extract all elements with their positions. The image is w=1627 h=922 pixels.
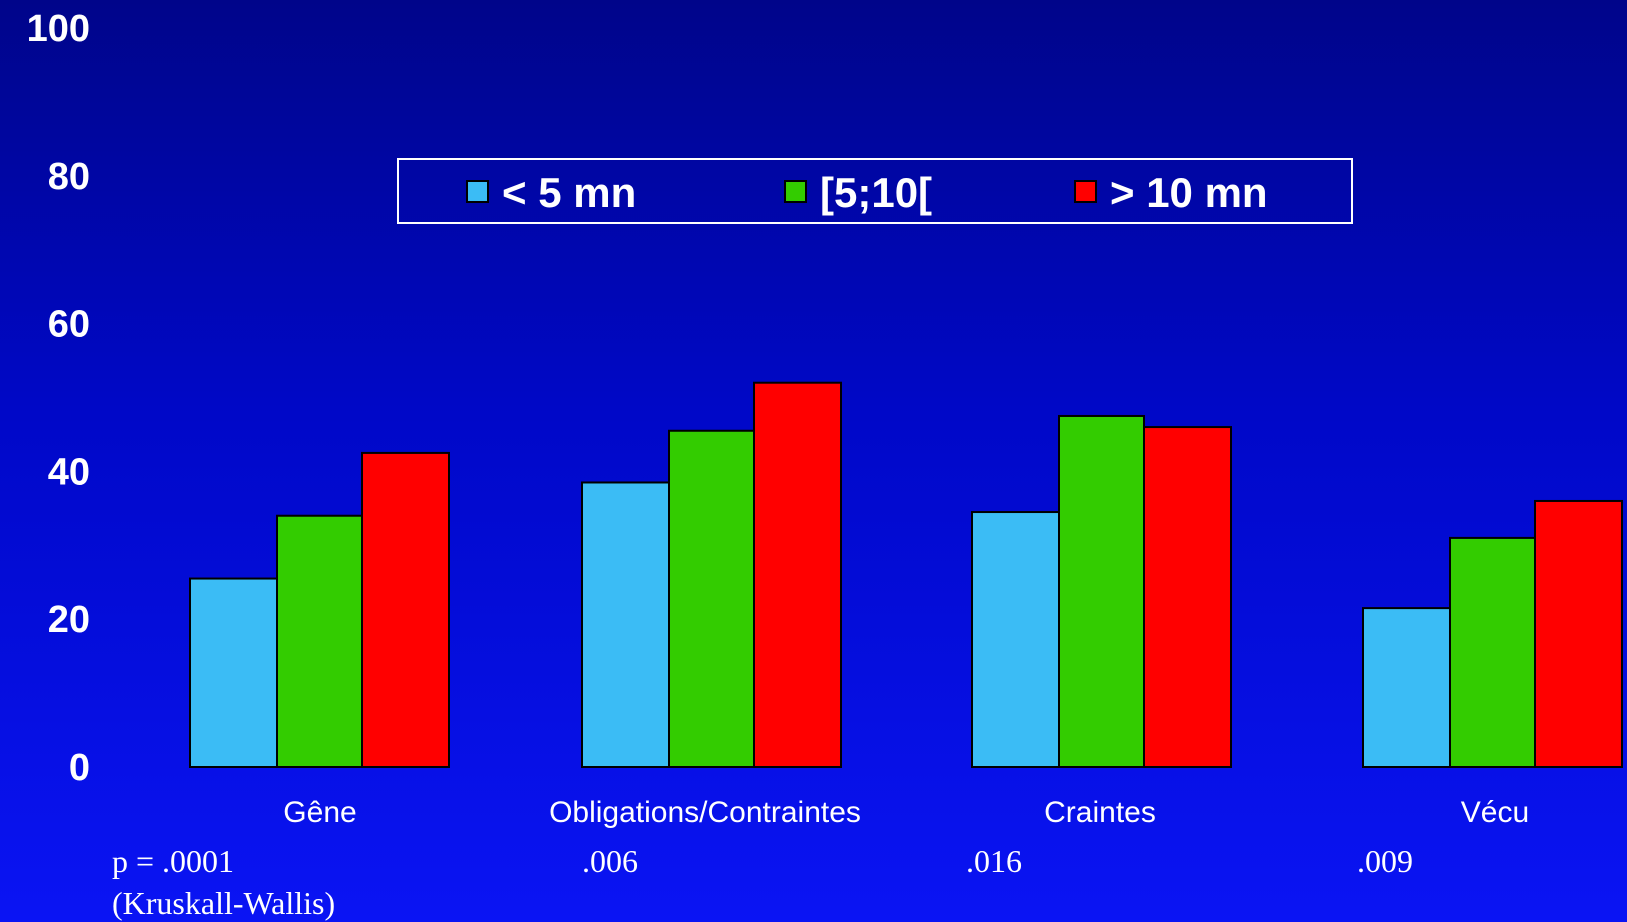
bar-obligations-contraintes-5-10 (668, 429, 755, 768)
p-value-4: .009 (1357, 843, 1413, 879)
y-tick-label-0: 0 (69, 747, 90, 789)
p-value-3: .016 (966, 843, 1022, 879)
bar-vecu-10-mn (1534, 499, 1623, 768)
legend-swatch-5-mn (466, 180, 489, 203)
x-label-gene: Gêne (283, 796, 356, 829)
y-tick-label-20: 20 (48, 599, 90, 641)
y-tick-label-100: 100 (27, 8, 90, 50)
y-tick-label-60: 60 (48, 304, 90, 346)
legend-label-10-mn: > 10 mn (1110, 169, 1268, 216)
legend-swatch-5-10 (784, 180, 807, 203)
bar-obligations-contraintes-5-mn (581, 481, 670, 768)
bar-craintes-10-mn (1143, 426, 1232, 768)
y-tick-label-40: 40 (48, 451, 90, 493)
bar-gene-10-mn (361, 451, 450, 768)
bar-vecu-5-mn (1362, 607, 1451, 768)
legend: < 5 mn [5;10[ > 10 mn (397, 158, 1353, 224)
legend-swatch-10-mn (1074, 180, 1097, 203)
x-axis-labels: Gêne Obligations/Contraintes Craintes Vécu (283, 796, 1529, 829)
x-label-vecu: Vécu (1461, 796, 1529, 829)
legend-box (397, 158, 1353, 224)
bars (189, 381, 1623, 768)
legend-label-5-mn: < 5 mn (502, 169, 636, 216)
x-label-craintes: Craintes (1044, 796, 1156, 829)
p-value-1: p = .0001 (112, 843, 234, 879)
bar-vecu-5-10 (1449, 536, 1536, 768)
test-note: (Kruskall-Wallis) (112, 885, 335, 921)
y-axis: 0 20 40 60 80 100 (27, 8, 90, 789)
legend-label-5-10: [5;10[ (820, 169, 932, 216)
bar-craintes-5-mn (971, 511, 1060, 768)
bar-obligations-contraintes-10-mn (753, 381, 842, 768)
y-tick-label-80: 80 (48, 156, 90, 198)
bar-gene-5-mn (189, 577, 278, 768)
bar-gene-5-10 (276, 514, 363, 768)
x-label-obligations-contraintes: Obligations/Contraintes (549, 796, 861, 829)
p-value-2: .006 (582, 843, 638, 879)
p-value-annotations: (Kruskall-Wallis) p = .0001 .006 .016 .009 (112, 843, 1413, 921)
bar-craintes-5-10 (1058, 414, 1145, 768)
